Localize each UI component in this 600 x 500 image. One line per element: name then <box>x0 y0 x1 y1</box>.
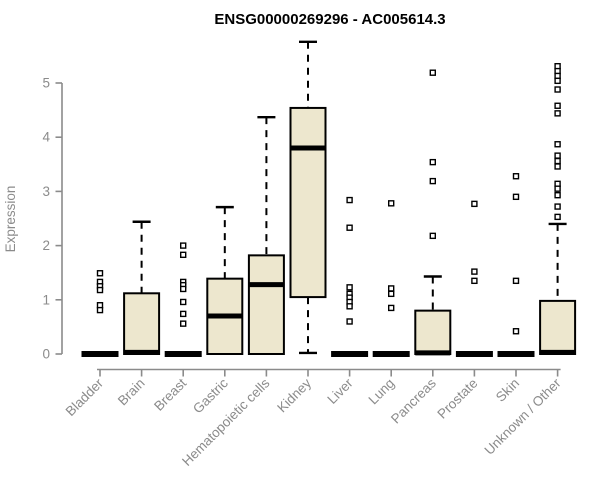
x-tick-label: Lung <box>365 376 397 408</box>
outlier-point <box>429 69 436 76</box>
outlier-point <box>429 177 436 185</box>
outlier-point <box>471 277 478 285</box>
y-tick-label: 3 <box>42 184 50 199</box>
collapsed-box-bar <box>331 351 369 357</box>
boxes-layer <box>81 40 577 357</box>
outlier-point <box>96 306 104 314</box>
outlier-point <box>554 213 561 221</box>
outlier-point <box>346 303 353 310</box>
outlier-point <box>512 173 520 180</box>
chart-title: ENSG00000269296 - AC005614.3 <box>214 11 445 28</box>
x-tick-label: Breast <box>151 375 189 413</box>
outlier-point <box>179 242 187 249</box>
iqr-box <box>289 106 327 299</box>
x-tick-label: Liver <box>324 375 356 407</box>
outlier-point <box>388 290 395 298</box>
outlier-point <box>346 284 353 291</box>
outlier-point <box>179 285 187 293</box>
y-axis: 0 1 2 3 4 5 <box>42 76 63 362</box>
y-axis-label: Expression <box>3 186 18 253</box>
outlier-point <box>429 158 436 166</box>
outlier-point <box>554 86 561 93</box>
x-tick-label: Brain <box>115 376 148 409</box>
y-tick-label: 0 <box>42 347 50 362</box>
iqr-box <box>414 309 452 356</box>
box-group <box>455 200 493 357</box>
outlier-point <box>554 110 561 117</box>
outlier-point <box>179 298 187 306</box>
outlier-point <box>554 203 561 210</box>
outlier-point <box>554 157 561 165</box>
box-group <box>414 69 452 356</box>
outlier-point <box>554 152 561 159</box>
x-tick-label: Gastric <box>190 375 231 416</box>
x-tick-label: Kidney <box>274 375 314 415</box>
collapsed-box-bar <box>455 351 493 357</box>
collapsed-box-bar <box>164 351 202 357</box>
outlier-point <box>388 285 395 292</box>
outlier-point <box>554 77 561 85</box>
box-group <box>247 115 285 355</box>
outlier-point <box>388 200 395 207</box>
outlier-point <box>388 304 395 312</box>
outlier-point <box>554 185 561 192</box>
outlier-point <box>512 328 520 335</box>
box-group <box>331 196 369 357</box>
box-group <box>81 270 119 357</box>
x-tick-label: Bladder <box>63 375 107 419</box>
iqr-box <box>123 292 161 355</box>
collapsed-box-bar <box>372 351 410 357</box>
outlier-point <box>179 310 187 318</box>
y-tick-label: 4 <box>42 130 50 145</box>
iqr-box <box>539 299 577 356</box>
y-tick-label: 5 <box>42 76 50 91</box>
outlier-point <box>96 270 104 277</box>
collapsed-box-bar <box>497 351 535 357</box>
x-tick-label: Pancreas <box>388 375 439 426</box>
box-group <box>539 62 577 356</box>
outlier-point <box>512 277 520 285</box>
outlier-point <box>346 318 353 325</box>
outlier-point <box>179 320 187 327</box>
outlier-point <box>179 251 187 259</box>
outlier-point <box>471 200 478 208</box>
box-group <box>206 205 244 355</box>
outlier-point <box>346 224 353 231</box>
outlier-point <box>471 268 478 275</box>
box-group <box>497 173 535 357</box>
box-group <box>164 242 202 357</box>
x-tick-label: Unknown / Other <box>481 375 564 458</box>
y-tick-label: 1 <box>42 292 50 307</box>
collapsed-box-bar <box>81 351 119 357</box>
outlier-point <box>554 141 561 148</box>
outlier-point <box>346 196 353 204</box>
box-group <box>123 220 161 355</box>
outlier-point <box>554 163 561 170</box>
x-tick-label: Prostate <box>434 376 480 422</box>
box-group <box>289 40 327 355</box>
outlier-point <box>429 232 436 240</box>
box-group <box>372 200 410 357</box>
outlier-point <box>512 193 520 201</box>
x-tick-label: Skin <box>493 376 522 405</box>
iqr-box <box>247 254 285 355</box>
y-tick-label: 2 <box>42 238 50 253</box>
outlier-point <box>554 102 561 109</box>
outlier-point <box>96 286 104 294</box>
outlier-point <box>554 191 561 199</box>
